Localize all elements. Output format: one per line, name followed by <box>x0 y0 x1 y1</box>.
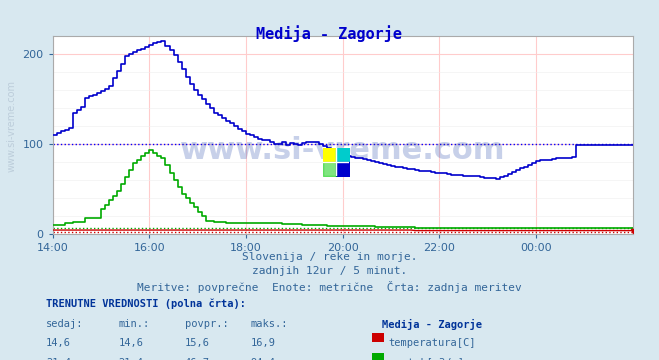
Text: 46,7: 46,7 <box>185 358 210 360</box>
Text: 94,4: 94,4 <box>250 358 275 360</box>
Text: www.si-vreme.com: www.si-vreme.com <box>7 80 16 172</box>
Text: Meritve: povprečne  Enote: metrične  Črta: zadnja meritev: Meritve: povprečne Enote: metrične Črta:… <box>137 281 522 293</box>
Text: min.:: min.: <box>119 319 150 329</box>
Text: 15,6: 15,6 <box>185 338 210 348</box>
Text: TRENUTNE VREDNOSTI (polna črta):: TRENUTNE VREDNOSTI (polna črta): <box>46 299 246 309</box>
Text: www.si-vreme.com: www.si-vreme.com <box>180 136 505 165</box>
Text: povpr.:: povpr.: <box>185 319 228 329</box>
Text: Medija - Zagorje: Medija - Zagorje <box>382 319 482 330</box>
Text: sedaj:: sedaj: <box>46 319 84 329</box>
Text: zadnjih 12ur / 5 minut.: zadnjih 12ur / 5 minut. <box>252 266 407 276</box>
Text: Slovenija / reke in morje.: Slovenija / reke in morje. <box>242 252 417 262</box>
Text: 14,6: 14,6 <box>46 338 71 348</box>
Text: pretok[m3/s]: pretok[m3/s] <box>389 358 464 360</box>
Text: 16,9: 16,9 <box>250 338 275 348</box>
Text: 21,4: 21,4 <box>46 358 71 360</box>
Text: 21,4: 21,4 <box>119 358 144 360</box>
Text: 14,6: 14,6 <box>119 338 144 348</box>
Text: Medija - Zagorje: Medija - Zagorje <box>256 25 403 42</box>
Text: temperatura[C]: temperatura[C] <box>389 338 476 348</box>
Text: maks.:: maks.: <box>250 319 288 329</box>
